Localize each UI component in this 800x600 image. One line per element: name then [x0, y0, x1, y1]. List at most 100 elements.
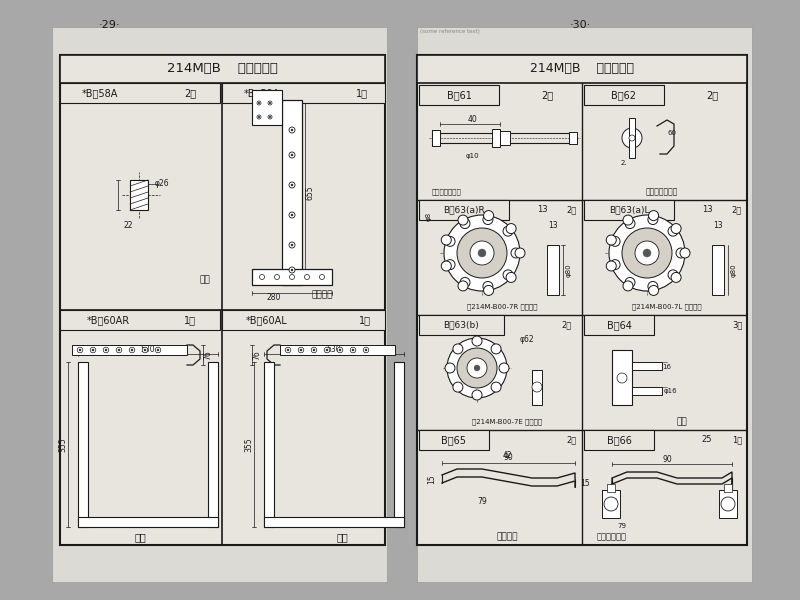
Text: φ80: φ80: [566, 263, 572, 277]
Circle shape: [668, 226, 678, 236]
Circle shape: [610, 236, 620, 247]
Circle shape: [472, 390, 482, 400]
Text: 355: 355: [58, 437, 67, 452]
Bar: [57, 30, 392, 585]
Text: φ62: φ62: [520, 335, 534, 344]
Bar: [532, 370, 542, 405]
Circle shape: [257, 115, 261, 119]
Circle shape: [453, 382, 463, 392]
Bar: [584, 200, 674, 220]
Text: 76: 76: [253, 350, 262, 360]
Bar: [584, 315, 654, 335]
Text: B－65: B－65: [442, 435, 466, 445]
Text: 90: 90: [503, 454, 513, 463]
Circle shape: [610, 260, 620, 269]
Bar: [78, 517, 218, 527]
Bar: [632, 362, 662, 370]
Circle shape: [105, 349, 107, 351]
Text: ·30·: ·30·: [570, 20, 590, 30]
Circle shape: [445, 236, 455, 247]
Bar: [712, 245, 724, 295]
Circle shape: [511, 248, 521, 258]
Text: φ26: φ26: [154, 179, 170, 188]
Circle shape: [478, 249, 486, 257]
Circle shape: [506, 272, 516, 283]
Circle shape: [483, 281, 493, 292]
Text: 15: 15: [580, 479, 590, 487]
Circle shape: [258, 102, 260, 104]
Bar: [264, 517, 404, 527]
Text: B－61: B－61: [446, 90, 471, 100]
Circle shape: [629, 135, 635, 141]
Circle shape: [483, 286, 494, 295]
Circle shape: [467, 358, 487, 378]
Text: ·29·: ·29·: [99, 20, 121, 30]
Text: *B－58A: *B－58A: [82, 88, 118, 98]
Text: 弯脚: 弯脚: [336, 532, 348, 542]
Text: B－63(b): B－63(b): [443, 320, 479, 329]
Circle shape: [313, 349, 315, 351]
Circle shape: [472, 336, 482, 346]
Text: B－63(a)L: B－63(a)L: [609, 205, 650, 214]
Text: 断家折叠弓刃: 断家折叠弓刃: [597, 533, 627, 541]
Circle shape: [291, 269, 293, 271]
Circle shape: [363, 347, 369, 353]
Bar: [60, 55, 385, 83]
Circle shape: [157, 349, 159, 351]
Circle shape: [623, 281, 633, 291]
Text: B－66: B－66: [606, 435, 631, 445]
Bar: [419, 315, 504, 335]
Circle shape: [311, 347, 317, 353]
Bar: [52, 27, 387, 582]
Circle shape: [458, 281, 468, 291]
Circle shape: [604, 497, 618, 511]
Bar: [78, 362, 88, 527]
Circle shape: [289, 242, 295, 248]
Text: 弯脚: 弯脚: [134, 532, 146, 542]
Circle shape: [444, 215, 520, 291]
Circle shape: [649, 211, 658, 221]
Text: φ80: φ80: [731, 263, 737, 277]
Circle shape: [470, 241, 494, 265]
Circle shape: [635, 241, 659, 265]
Circle shape: [268, 115, 272, 119]
Text: *B－59A: *B－59A: [244, 88, 280, 98]
Text: 属214M-B00-7R 宝居牙距: 属214M-B00-7R 宝居牙距: [466, 304, 538, 310]
Circle shape: [606, 235, 616, 245]
Circle shape: [483, 215, 493, 224]
Circle shape: [609, 215, 685, 291]
Circle shape: [259, 275, 265, 280]
Text: 2件: 2件: [567, 205, 577, 214]
Text: 76: 76: [203, 350, 213, 360]
Bar: [547, 245, 559, 295]
Circle shape: [291, 214, 293, 216]
Text: 2件: 2件: [706, 90, 718, 100]
Text: 42: 42: [502, 451, 512, 460]
Text: 530: 530: [326, 346, 342, 355]
Bar: [584, 430, 654, 450]
Bar: [60, 55, 385, 545]
Text: *B－60AL: *B－60AL: [246, 315, 288, 325]
Text: 79: 79: [477, 497, 487, 505]
Circle shape: [142, 347, 148, 353]
Text: 355: 355: [245, 437, 254, 452]
Circle shape: [606, 261, 616, 271]
Text: 断家弹簧: 断家弹簧: [496, 533, 518, 541]
Text: 60: 60: [667, 130, 677, 136]
Circle shape: [155, 347, 161, 353]
Circle shape: [622, 128, 642, 148]
Circle shape: [648, 281, 658, 292]
Circle shape: [144, 349, 146, 351]
Text: 左乘折叠木螺丝: 左乘折叠木螺丝: [432, 188, 462, 196]
Bar: [282, 100, 302, 285]
Text: φ16: φ16: [663, 388, 677, 394]
Circle shape: [131, 349, 133, 351]
Text: *B－60AR: *B－60AR: [86, 315, 130, 325]
Bar: [130, 180, 148, 210]
Text: 2件: 2件: [184, 88, 196, 98]
Circle shape: [625, 218, 635, 229]
Circle shape: [457, 228, 507, 278]
Circle shape: [625, 277, 635, 287]
Bar: [252, 90, 282, 125]
Text: 655: 655: [306, 185, 314, 200]
